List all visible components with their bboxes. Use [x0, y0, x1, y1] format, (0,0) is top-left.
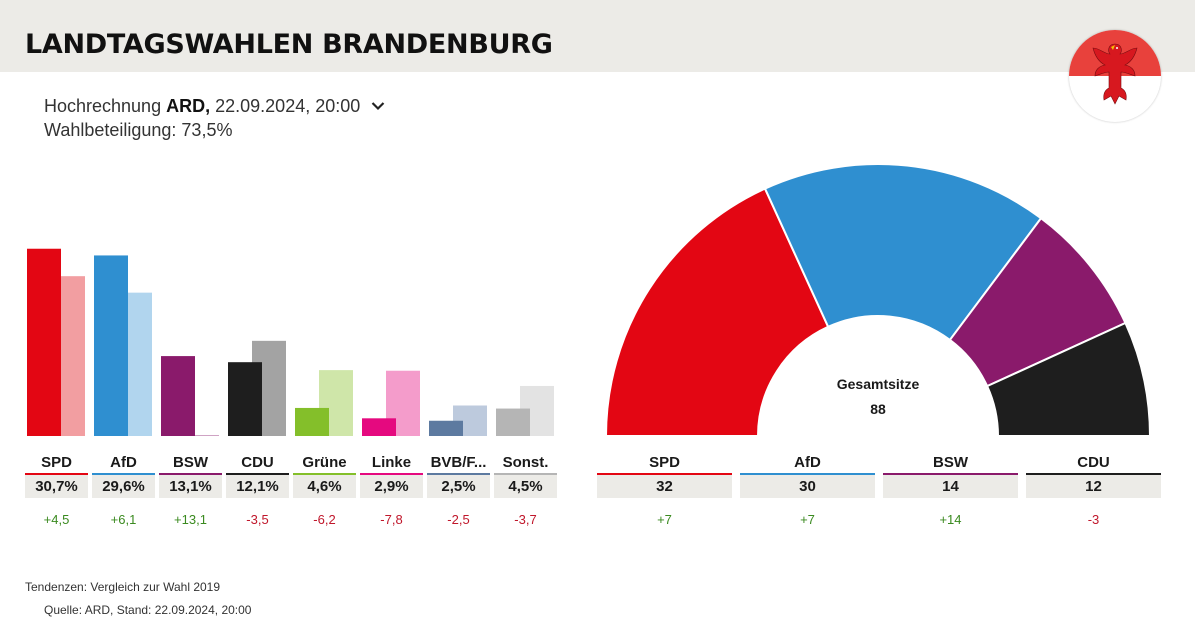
party-name: BSW: [933, 454, 968, 471]
party-percent: 4,5%: [494, 475, 557, 498]
party-seats[interactable]: SPD 32 +7: [597, 452, 732, 528]
projection-source: ARD,: [166, 96, 211, 116]
bar-2024-0: [27, 248, 61, 436]
party-percent: 13,1%: [159, 475, 222, 498]
projection-info: Hochrechnung ARD, 22.09.2024, 20:00 Wahl…: [44, 93, 385, 142]
party-color-line: [1026, 473, 1161, 475]
seat-segment-cdu[interactable]: [985, 321, 1152, 437]
party-name: BSW: [173, 454, 208, 471]
projection-line[interactable]: Hochrechnung ARD, 22.09.2024, 20:00: [44, 93, 385, 118]
party-seats[interactable]: AfD 30 +7: [740, 452, 875, 528]
party-result[interactable]: BSW 13,1% +13,1: [159, 452, 222, 528]
party-seats[interactable]: BSW 14 +14: [883, 452, 1018, 528]
party-result[interactable]: AfD 29,6% +6,1: [92, 452, 155, 528]
party-percent: 29,6%: [92, 475, 155, 498]
party-diff: -3,5: [246, 512, 269, 527]
party-seat-count: 30: [740, 475, 875, 498]
party-result[interactable]: Sonst. 4,5% -3,7: [494, 452, 557, 528]
party-name: SPD: [41, 454, 72, 471]
vote-share-results: SPD 30,7% +4,5 AfD 29,6% +6,1 BSW 13,1% +13,1 CDU…: [25, 452, 557, 528]
seat-segment-spd[interactable]: [604, 187, 830, 437]
party-seat-diff: -3: [1087, 512, 1100, 527]
party-diff: +6,1: [110, 512, 137, 527]
page-title: LANDTAGSWAHLEN BRANDENBURG: [25, 29, 553, 60]
party-diff: +4,5: [43, 512, 70, 527]
party-result[interactable]: SPD 30,7% +4,5: [25, 452, 88, 528]
total-seats-value: 88: [870, 401, 886, 417]
bar-2024-1: [94, 255, 128, 436]
bar-2024-6: [429, 420, 463, 436]
party-name: AfD: [794, 454, 821, 471]
bar-2024-7: [496, 408, 530, 436]
party-seat-diff: +14: [939, 512, 962, 527]
party-name: CDU: [1077, 454, 1110, 471]
party-result[interactable]: Linke 2,9% -7,8: [360, 452, 423, 528]
party-diff: -2,5: [447, 512, 470, 527]
party-color-line: [226, 473, 289, 475]
header-bar: LANDTAGSWAHLEN BRANDENBURG: [0, 0, 1195, 72]
party-name: CDU: [241, 454, 274, 471]
bar-2024-5: [362, 418, 396, 436]
party-diff: -7,8: [380, 512, 403, 527]
party-color-line: [25, 473, 88, 475]
party-color-line: [159, 473, 222, 475]
projection-datetime: 22.09.2024, 20:00: [215, 96, 361, 116]
party-seat-count: 32: [597, 475, 732, 498]
party-color-line: [427, 473, 490, 475]
turnout-text: Wahlbeteiligung: 73,5%: [44, 120, 233, 140]
party-percent: 12,1%: [226, 475, 289, 498]
party-name: Grüne: [302, 454, 347, 471]
seat-results: SPD 32 +7 AfD 30 +7 BSW 14 +14 CDU 12 -3: [597, 452, 1161, 528]
party-color-line: [740, 473, 875, 475]
party-result[interactable]: CDU 12,1% -3,5: [226, 452, 289, 528]
party-seat-count: 12: [1026, 475, 1161, 498]
party-color-line: [597, 473, 732, 475]
party-percent: 30,7%: [25, 475, 88, 498]
party-name: AfD: [110, 454, 137, 471]
party-result[interactable]: BVB/F... 2,5% -2,5: [427, 452, 490, 528]
party-seat-diff: +7: [657, 512, 672, 527]
party-diff: +13,1: [174, 512, 207, 527]
party-seat-count: 14: [883, 475, 1018, 498]
projection-label: Hochrechnung: [44, 96, 162, 116]
party-percent: 4,6%: [293, 475, 356, 498]
seat-distribution-chart: [604, 163, 1152, 437]
brandenburg-eagle-icon: [1069, 30, 1161, 122]
party-color-line: [92, 473, 155, 475]
party-result[interactable]: Grüne 4,6% -6,2: [293, 452, 356, 528]
party-seat-diff: +7: [800, 512, 815, 527]
footnote-source: Quelle: ARD, Stand: 22.09.2024, 20:00: [44, 603, 252, 617]
party-color-line: [293, 473, 356, 475]
total-seats: Gesamtsitze 88: [778, 376, 978, 417]
bar-2019-2: [185, 435, 219, 436]
vote-share-bar-chart: [27, 248, 554, 436]
party-diff: -6,2: [313, 512, 336, 527]
bar-2024-3: [228, 362, 262, 436]
bar-2024-2: [161, 356, 195, 436]
footnote-trend: Tendenzen: Vergleich zur Wahl 2019: [25, 580, 221, 594]
total-seats-label: Gesamtsitze: [836, 376, 920, 392]
party-name: Sonst.: [502, 454, 549, 471]
party-percent: 2,5%: [427, 475, 490, 498]
party-color-line: [494, 473, 557, 475]
party-diff: -3,7: [514, 512, 537, 527]
party-name: Linke: [371, 454, 412, 471]
seat-segment-afd[interactable]: [763, 163, 1043, 342]
party-percent: 2,9%: [360, 475, 423, 498]
chevron-down-icon[interactable]: [371, 93, 385, 117]
party-name: BVB/F...: [430, 454, 487, 471]
party-color-line: [883, 473, 1018, 475]
party-color-line: [360, 473, 423, 475]
bar-2024-4: [295, 407, 329, 436]
party-seats[interactable]: CDU 12 -3: [1026, 452, 1161, 528]
party-name: SPD: [649, 454, 680, 471]
